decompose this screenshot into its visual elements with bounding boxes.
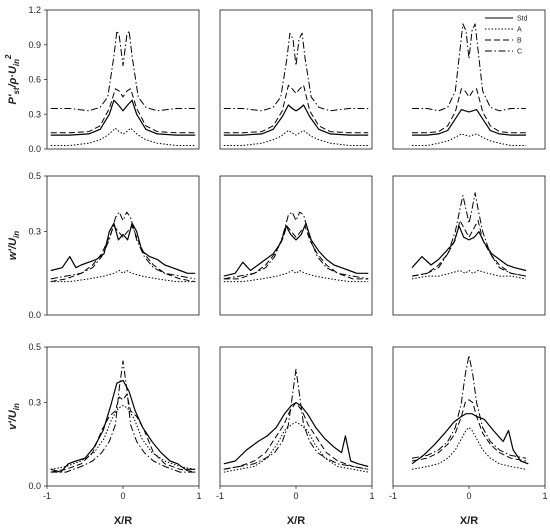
series-line-solid: [50, 99, 196, 136]
panel-row2-col1: 0.0 0.3 0.5: [28, 171, 200, 320]
y-tick-label: 1.2: [28, 5, 41, 15]
panel-row3-col3: -1 0 1: [389, 346, 548, 501]
y-axis-label: P'st/ρ·Uin2: [4, 54, 21, 105]
x-tick-label: -1: [389, 491, 397, 501]
x-tick-label: -1: [43, 491, 51, 501]
series-line-solid: [223, 402, 369, 468]
y-tick-label: 0.5: [28, 171, 41, 181]
series-line-dashdot: [50, 211, 196, 280]
series-line-dash: [50, 393, 196, 473]
series-line-solid: [223, 222, 369, 277]
x-tick-label: 0: [293, 491, 298, 501]
legend-label: B: [517, 38, 522, 45]
y-axis-label-part: v'/U: [7, 409, 19, 430]
legend-label: C: [517, 49, 522, 56]
y-tick-label: 0.0: [28, 481, 41, 491]
series-line-dot: [50, 404, 196, 470]
series-line-solid: [223, 104, 369, 136]
y-tick-label: 0.3: [28, 227, 41, 237]
series-line-std: [412, 108, 526, 136]
series-line-dash: [223, 402, 369, 470]
panel-row1-col3: Std ABC: [392, 9, 546, 150]
y-axis-label-part: 2: [4, 54, 13, 60]
y-tick-label: 0.0: [28, 310, 41, 320]
series-line-b: [412, 88, 526, 134]
series-line-solid: [50, 379, 196, 473]
series-line-dash: [411, 399, 527, 462]
panel-frame: [219, 175, 373, 316]
x-tick-label: 1: [369, 491, 374, 501]
series-line-c: [412, 23, 526, 112]
series-line-dot: [50, 127, 196, 146]
panel-row1-col2: [219, 9, 373, 150]
y-tick-label: 0.0: [28, 144, 41, 154]
panel-frame: [46, 175, 200, 316]
series-line-dash: [411, 220, 527, 277]
series-line-dashdot: [223, 368, 369, 470]
x-tick-label: 1: [542, 491, 547, 501]
legend: Std ABC: [485, 16, 528, 56]
panel-row3-col2: -1 0 1: [216, 346, 375, 501]
panel-row2-col3: [392, 175, 546, 316]
series-line-dash: [50, 225, 196, 283]
panel-row2-col2: [219, 175, 373, 316]
series-line-a: [412, 133, 526, 146]
panel-frame: [219, 9, 373, 150]
y-tick-label: 0.9: [28, 40, 41, 50]
y-tick-label: 0.3: [28, 109, 41, 119]
y-axis-label-part: w'/U: [7, 237, 19, 260]
x-axis-label: X/R: [460, 515, 478, 527]
legend-label: Std: [517, 16, 528, 23]
legend-label: A: [517, 27, 522, 34]
y-axis-label-part: in: [12, 231, 21, 238]
series-line-dash: [223, 225, 369, 280]
series-line-dot: [223, 130, 369, 146]
x-tick-label: 0: [466, 491, 471, 501]
series-line-solid: [411, 413, 529, 465]
y-axis-label-part: in: [12, 59, 21, 66]
series-line-solid: [50, 222, 196, 274]
panel-frame: [392, 9, 546, 150]
panel-frame: [392, 346, 546, 487]
x-axis-label: X/R: [114, 515, 132, 527]
series-line-dashdot: [50, 360, 196, 473]
series-line-dot: [411, 427, 527, 470]
panel-frame: [46, 9, 200, 150]
series-line-dot: [411, 270, 527, 280]
panel-frame: [46, 346, 200, 487]
panel-frame: [392, 175, 546, 316]
x-tick-label: 1: [196, 491, 201, 501]
series-line-dashdot: [411, 354, 527, 459]
x-tick-label: 0: [120, 491, 125, 501]
series-line-dashdot: [223, 211, 369, 280]
series-line-dash: [50, 88, 196, 134]
y-axis-label: w'/Uin: [7, 231, 21, 260]
x-tick-label: -1: [216, 491, 224, 501]
panel-row1-col1: 0.0 0.3 0.6 0.9 1.2: [28, 5, 200, 154]
series-line-dot: [223, 421, 369, 473]
panel-row3-col1: 0.0 0.3 0.5 -1 0 1: [28, 342, 201, 501]
y-tick-label: 0.6: [28, 75, 41, 85]
y-tick-label: 0.5: [28, 342, 41, 352]
series-line-dashdot: [223, 32, 369, 112]
series-line-dashdot: [411, 192, 527, 277]
x-axis-label: X/R: [287, 515, 305, 527]
y-axis-label-part: in: [12, 403, 21, 410]
series-line-solid: [411, 225, 527, 272]
y-tick-label: 0.3: [28, 398, 41, 408]
y-axis-label: v'/Uin: [7, 403, 21, 430]
y-axis-label-part: /ρ·U: [7, 65, 19, 88]
y-axis-label-part: st: [12, 87, 21, 94]
series-line-dashdot: [50, 30, 196, 112]
y-axis-label-part: P': [7, 94, 19, 104]
